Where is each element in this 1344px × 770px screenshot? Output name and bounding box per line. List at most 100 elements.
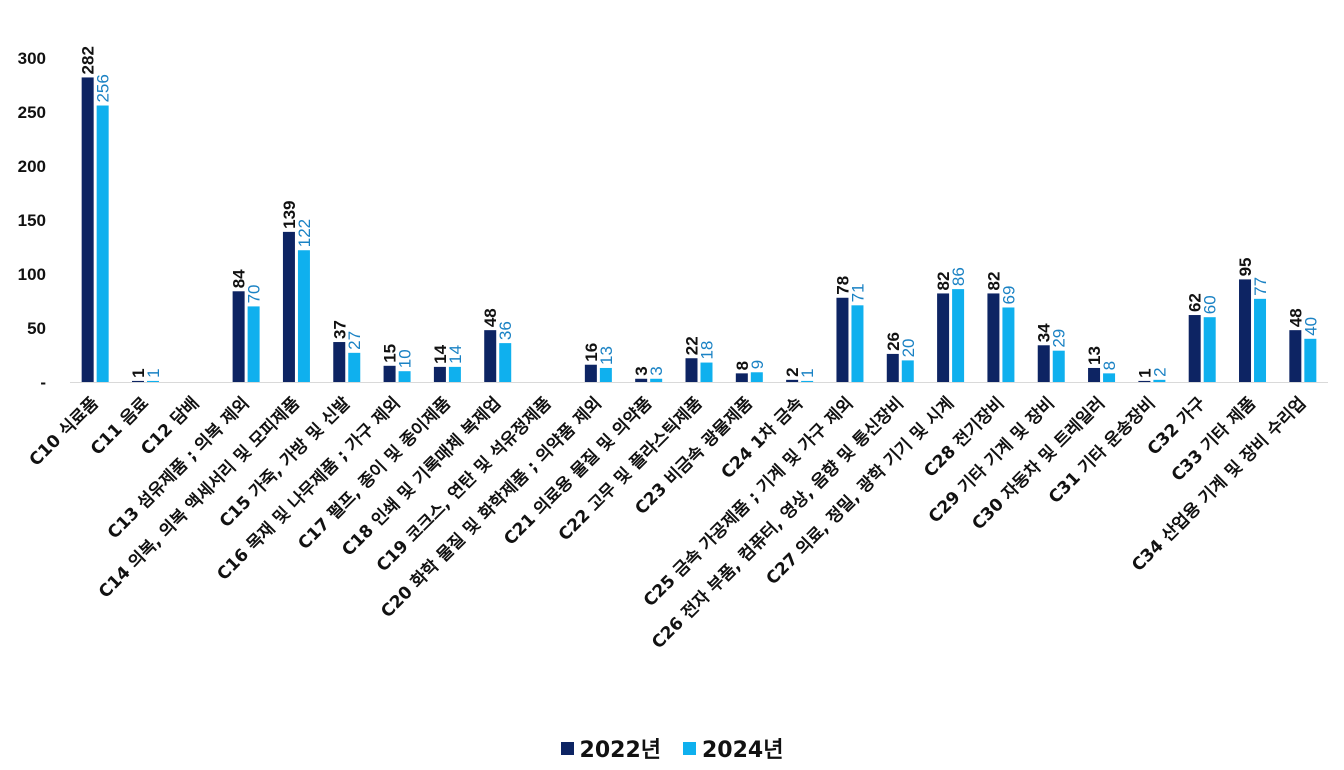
legend-item-2022: 2022년 <box>560 732 661 764</box>
bar-2024 <box>1304 338 1317 382</box>
data-label-2022: 16 <box>582 343 601 362</box>
bar-2024 <box>499 343 512 382</box>
data-label-2024: 1 <box>144 368 163 377</box>
data-label-2024: 86 <box>949 267 968 286</box>
bar-2024 <box>146 380 159 382</box>
legend-label-2024: 2024년 <box>702 738 784 763</box>
bar-2024 <box>901 360 914 382</box>
bar-2022 <box>937 293 950 382</box>
data-label-2024: 29 <box>1050 329 1069 348</box>
data-label-2024: 20 <box>899 338 918 357</box>
data-label-2024: 60 <box>1201 295 1220 314</box>
data-label-2022: 34 <box>1035 323 1054 342</box>
bar-2024 <box>1203 317 1216 382</box>
data-label-2022: 78 <box>833 276 852 295</box>
data-label-2024: 36 <box>496 321 515 340</box>
data-label-2022: 82 <box>984 272 1003 291</box>
data-label-2022: 82 <box>934 272 953 291</box>
data-label-2022: 13 <box>1085 346 1104 365</box>
y-tick-label: 200 <box>18 157 46 176</box>
data-label-2022: 14 <box>431 344 450 363</box>
bar-2022 <box>685 358 698 382</box>
bar-2022 <box>282 231 295 382</box>
bar-2024 <box>1002 307 1015 382</box>
data-label-2024: 69 <box>999 286 1018 305</box>
y-axis: - 50 100 150 200 250 300 <box>18 49 46 392</box>
data-label-2022: 95 <box>1236 257 1255 276</box>
data-label-2022: 84 <box>230 269 249 288</box>
bar-2024 <box>348 352 361 382</box>
bar-2024 <box>1103 373 1116 382</box>
x-tick-label: C16 목재 및 나무제품 ; 가구 제외 <box>213 393 404 584</box>
bar-2024 <box>297 250 310 382</box>
y-tick-label: 250 <box>18 103 46 122</box>
bar-2024 <box>700 362 713 382</box>
y-tick-label: 150 <box>18 211 46 230</box>
data-label-2024: 71 <box>848 283 867 302</box>
bar-2024 <box>851 305 864 382</box>
y-tick-label: 50 <box>27 319 46 338</box>
bar-2022 <box>1088 367 1101 382</box>
data-label-2024: 8 <box>1100 361 1119 370</box>
bar-2022 <box>635 378 648 382</box>
data-label-2024: 70 <box>245 284 264 303</box>
data-label-2022: 139 <box>280 201 299 229</box>
x-tick-label: C10 식료품 <box>26 393 103 470</box>
bar-2022 <box>333 342 346 382</box>
data-label-2024: 10 <box>396 349 415 368</box>
legend-item-2024: 2024년 <box>683 732 783 764</box>
data-label-2022: 15 <box>381 344 400 363</box>
data-label-2024: 122 <box>295 219 314 247</box>
bar-2022 <box>484 330 497 382</box>
legend-swatch-2022 <box>560 741 574 755</box>
y-tick-label: - <box>40 373 46 392</box>
data-label-2022: 48 <box>1286 308 1305 327</box>
data-label-2022: 26 <box>884 332 903 351</box>
bar-2024 <box>1052 350 1065 382</box>
data-label-2024: 2 <box>1150 367 1169 376</box>
bar-2022 <box>1289 330 1302 382</box>
y-tick-label: 300 <box>18 49 46 68</box>
bar-2022 <box>1188 315 1201 382</box>
bar-2024 <box>801 380 814 382</box>
legend-swatch-2024 <box>683 741 696 755</box>
bar-2024 <box>398 371 411 382</box>
data-label-2022: 8 <box>733 361 752 370</box>
bar-2024 <box>650 378 663 382</box>
data-label-2022: 2 <box>783 367 802 376</box>
data-label-2024: 14 <box>446 345 465 364</box>
data-label-2022: 22 <box>683 336 702 355</box>
bar-2024 <box>1254 298 1267 382</box>
bar-2024 <box>1153 379 1166 382</box>
y-tick-label: 100 <box>18 265 46 284</box>
bar-2022 <box>1239 279 1252 382</box>
data-label-2024: 40 <box>1301 317 1320 336</box>
data-label-2022: 37 <box>330 320 349 339</box>
bar-2022 <box>232 291 245 382</box>
data-label-2022: 282 <box>79 46 98 74</box>
bar-2024 <box>247 306 260 382</box>
bars <box>81 77 1317 383</box>
bar-2022 <box>836 297 849 382</box>
bar-2022 <box>584 364 597 382</box>
data-label-2024: 27 <box>345 331 364 350</box>
data-label-2024: 3 <box>647 366 666 375</box>
data-label-2024: 9 <box>748 360 767 369</box>
bar-2022 <box>1138 380 1151 382</box>
bar-2022 <box>987 293 1000 382</box>
data-label-2022: 3 <box>632 366 651 375</box>
bar-2022 <box>131 380 144 382</box>
bar-2024 <box>952 289 965 382</box>
bar-2024 <box>96 105 109 383</box>
bar-2022 <box>383 365 396 382</box>
data-label-2024: 1 <box>798 368 817 377</box>
bar-2022 <box>433 366 446 382</box>
data-label-2024: 77 <box>1251 277 1270 296</box>
data-label-2022: 1 <box>129 368 148 377</box>
data-label-2022: 48 <box>481 308 500 327</box>
bar-2022 <box>1037 345 1050 382</box>
bar-2022 <box>735 373 748 382</box>
